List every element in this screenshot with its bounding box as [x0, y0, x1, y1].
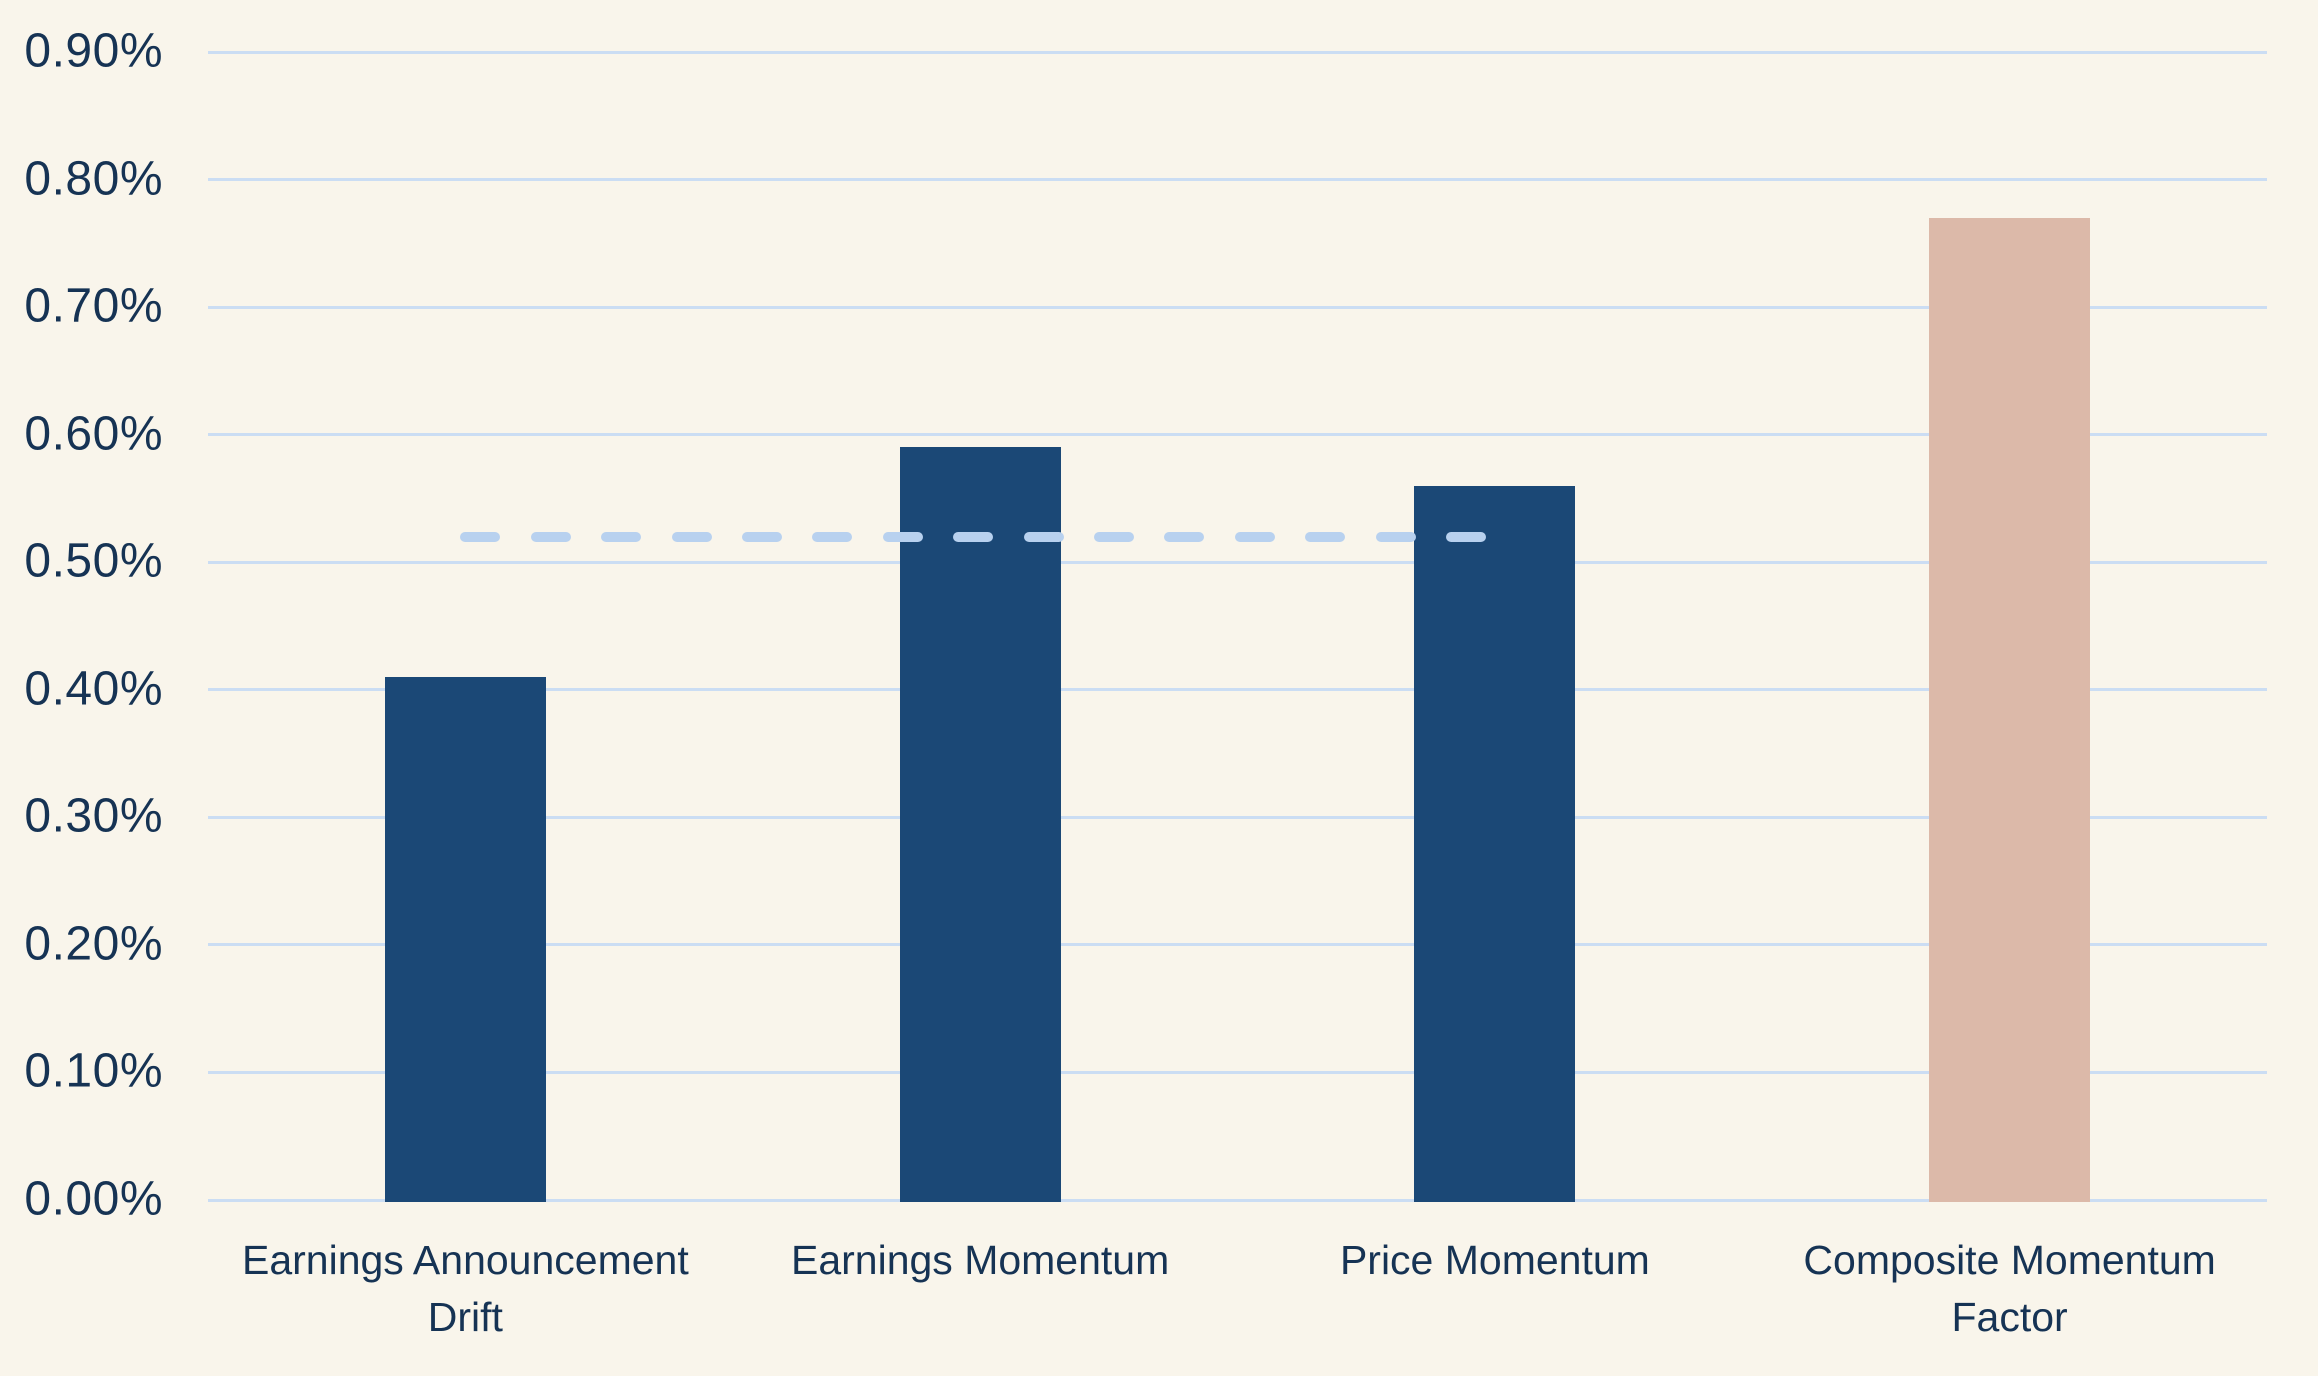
reference-line-dash	[953, 531, 994, 542]
gridline	[208, 50, 2267, 54]
y-axis-tick-label: 0.10%	[24, 1044, 163, 1098]
reference-line-dash	[530, 531, 571, 542]
gridline	[208, 178, 2267, 182]
gridline	[208, 1198, 2267, 1202]
bar-price-momentum	[1414, 485, 1576, 1202]
reference-line-dash	[1445, 531, 1486, 542]
reference-line-dash	[1023, 531, 1064, 542]
gridline	[208, 560, 2267, 564]
x-axis-category-label-earnings-momentum: Earnings Momentum	[790, 1237, 1170, 1283]
bar-earnings-momentum	[899, 447, 1061, 1202]
bar-earnings-announcement-drift	[384, 677, 546, 1202]
x-axis-category-label-earnings-announcement-drift: Earnings Announcement Drift	[241, 1237, 689, 1340]
x-axis-category-label-composite-momentum-factor: Composite Momentum Factor	[1803, 1237, 2216, 1340]
gridline	[208, 943, 2267, 947]
reference-line-dash	[1093, 531, 1134, 542]
y-axis-tick-label: 0.50%	[24, 534, 163, 588]
reference-line-dash	[1234, 531, 1275, 542]
reference-line-dash	[671, 531, 712, 542]
bar-composite-momentum-factor	[1929, 217, 2091, 1202]
reference-line-dash	[1375, 531, 1416, 542]
gridline	[208, 815, 2267, 819]
y-axis-tick-label: 0.00%	[24, 1172, 163, 1226]
gridline	[208, 305, 2267, 309]
y-axis-tick-label: 0.20%	[24, 917, 163, 971]
y-axis-tick-label: 0.30%	[24, 789, 163, 843]
reference-line-dash	[812, 531, 853, 542]
x-axis-category-label-price-momentum: Price Momentum	[1339, 1237, 1650, 1283]
y-axis-tick-label: 0.70%	[24, 279, 163, 333]
reference-line-dash	[741, 531, 782, 542]
reference-line-dash	[882, 531, 923, 542]
reference-line-dash	[601, 531, 642, 542]
gridline	[208, 1070, 2267, 1074]
gridline	[208, 688, 2267, 692]
reference-line-dash	[1164, 531, 1205, 542]
reference-line-dash	[460, 531, 501, 542]
y-axis-tick-label: 0.60%	[24, 407, 163, 461]
gridline	[208, 433, 2267, 437]
y-axis-tick-label: 0.40%	[24, 662, 163, 716]
y-axis-tick-label: 0.80%	[24, 151, 163, 205]
reference-line-dash	[1305, 531, 1346, 542]
y-axis-tick-label: 0.90%	[24, 24, 163, 78]
